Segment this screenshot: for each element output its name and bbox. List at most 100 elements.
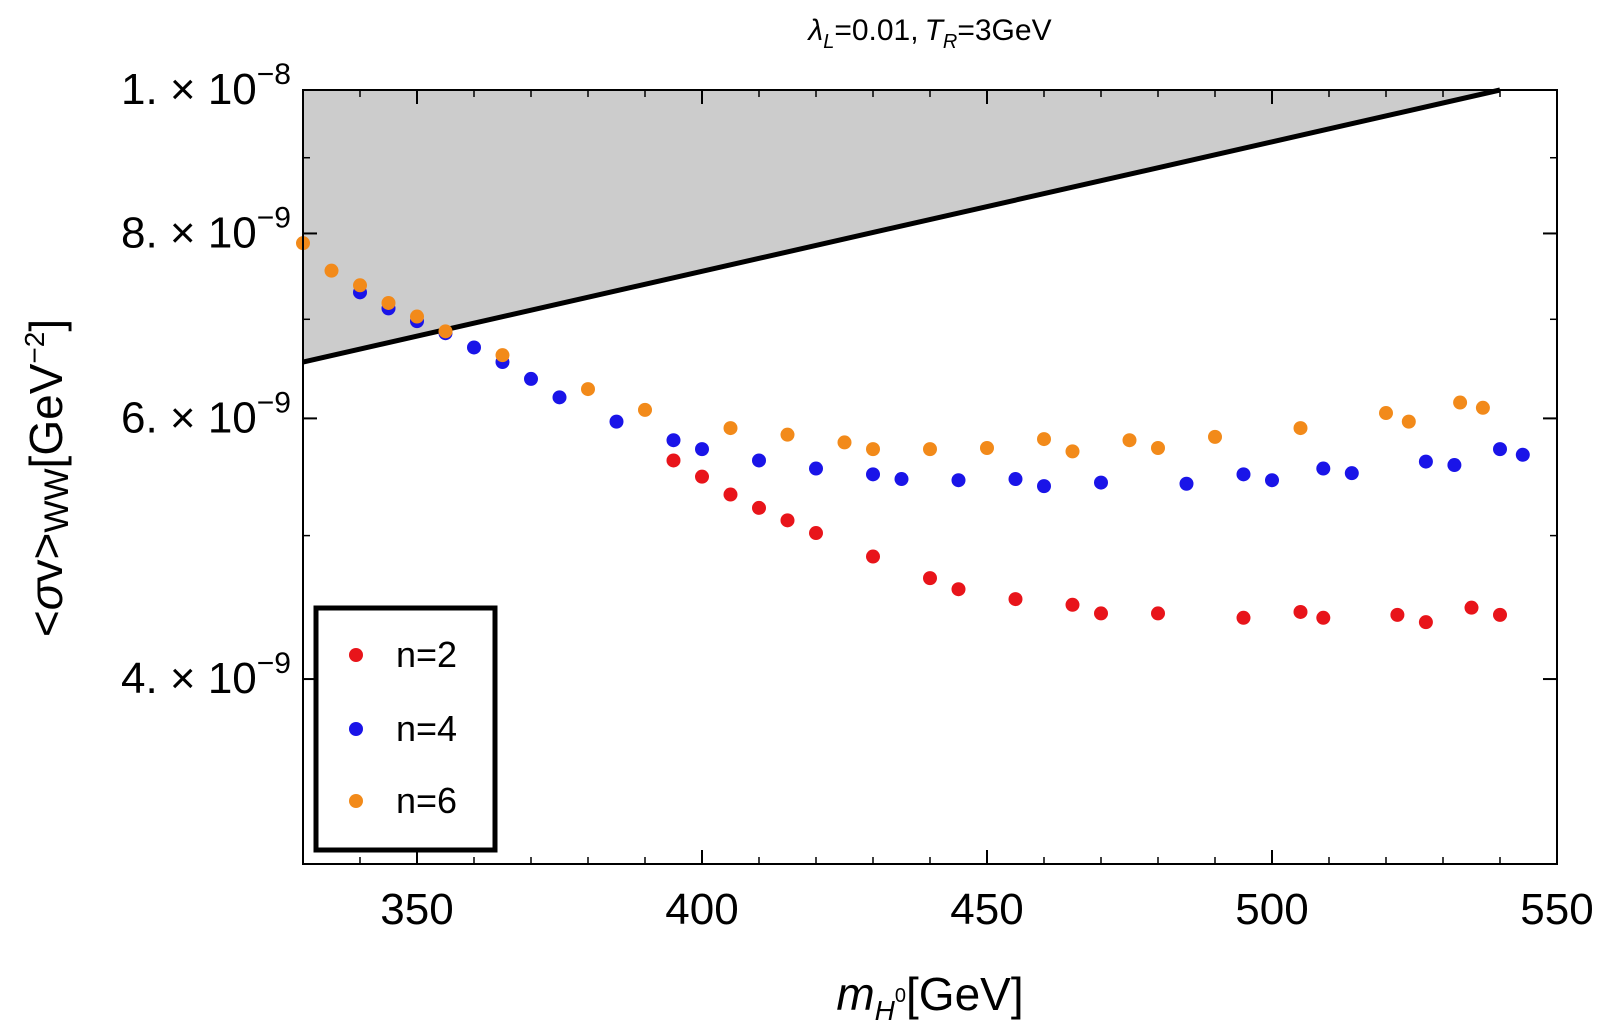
data-point (1236, 467, 1251, 482)
data-point (1094, 606, 1108, 621)
data-point (1379, 406, 1393, 421)
data-point (1401, 414, 1416, 429)
data-point (1418, 454, 1433, 469)
chart-title: λL=0.01, TR=3GeV (806, 14, 1051, 53)
legend-marker-n6 (349, 794, 363, 808)
series-n4 (353, 285, 1530, 494)
data-point (1316, 610, 1331, 625)
x-tick-label: 450 (950, 885, 1023, 934)
title-t: T (925, 14, 946, 47)
title-lambda-value: =0.01, (834, 14, 918, 47)
data-point (1453, 395, 1468, 410)
data-point (552, 390, 567, 405)
ylabel-v: v (20, 559, 72, 582)
x-axis-title: mH0[GeV] (836, 968, 1023, 1024)
data-point (809, 461, 823, 476)
title-lambda: λ (806, 14, 823, 47)
data-point (1316, 461, 1331, 476)
legend-marker-n4 (349, 722, 363, 736)
data-point (581, 382, 595, 397)
data-point (894, 472, 909, 487)
x-tick-label: 350 (380, 885, 453, 934)
data-point (1493, 442, 1507, 457)
data-point (1344, 466, 1359, 481)
data-point (467, 340, 481, 355)
data-point (837, 435, 852, 450)
ylabel-exponent: −2 (19, 332, 50, 364)
data-point (381, 295, 396, 310)
data-point (780, 513, 795, 528)
title-lambda-sub: L (823, 31, 834, 53)
data-point (980, 440, 994, 455)
legend-box (313, 605, 498, 853)
data-point (752, 500, 766, 515)
legend: n=2 n=4 n=6 (313, 605, 498, 853)
data-point (1236, 610, 1251, 625)
data-points (296, 236, 1530, 630)
data-point (1151, 606, 1165, 621)
ylabel-ww: WW (38, 468, 76, 532)
x-tick-label: 500 (1235, 885, 1308, 934)
y-tick-label: 6. × 10−9 (121, 386, 291, 442)
y-tick-label: 8. × 10−9 (121, 201, 291, 257)
y-tick-label: 1. × 10−8 (121, 58, 291, 114)
data-point (324, 263, 339, 278)
data-point (495, 348, 510, 363)
data-point (438, 324, 453, 339)
data-point (1447, 458, 1462, 473)
title-t-value: =3GeV (957, 14, 1051, 47)
data-point (923, 442, 937, 457)
x-tick-label: 550 (1520, 885, 1593, 934)
data-point (923, 571, 937, 586)
title-t-sub: R (943, 31, 957, 53)
ylabel-close: > (20, 533, 72, 560)
data-point (951, 473, 966, 488)
data-point (1008, 592, 1023, 607)
x-tick-label: 400 (665, 885, 738, 934)
data-point (695, 469, 709, 484)
data-point (1515, 447, 1530, 462)
data-point (866, 549, 880, 564)
data-point (695, 442, 709, 457)
data-point (866, 442, 880, 457)
data-point (1037, 432, 1051, 447)
data-point (752, 453, 766, 468)
data-point (1293, 421, 1308, 436)
data-point (1293, 604, 1308, 619)
data-point (1037, 479, 1051, 494)
ylabel-sigma: σ (20, 580, 72, 610)
data-point (666, 453, 681, 468)
data-point (1122, 433, 1137, 448)
data-point (638, 402, 652, 417)
legend-label-n4: n=4 (396, 708, 457, 749)
legend-label-n2: n=2 (396, 634, 457, 675)
y-ticks: 1. × 10−8 8. × 10−9 6. × 10−9 4. × 10−9 (121, 58, 1557, 865)
data-point (1094, 475, 1108, 490)
data-point (666, 433, 681, 448)
data-point (1065, 597, 1080, 612)
data-point (1008, 472, 1023, 487)
ylabel-open: < (20, 610, 72, 637)
data-point (951, 582, 966, 597)
data-point (866, 467, 880, 482)
xlabel-sub-h: H (875, 995, 896, 1024)
y-tick-label: 4. × 10−9 (121, 647, 291, 703)
data-point (723, 421, 738, 436)
data-point (1418, 615, 1433, 630)
data-point (1493, 607, 1507, 622)
data-point (1151, 440, 1165, 455)
data-point (723, 487, 738, 502)
data-point (609, 414, 624, 429)
ylabel-end: ] (20, 319, 72, 332)
data-point (1464, 600, 1479, 615)
ylabel-unit: [GeV (20, 363, 72, 468)
data-point (524, 371, 538, 386)
data-point (1390, 607, 1405, 622)
data-point (353, 278, 367, 293)
data-point (1065, 444, 1080, 459)
data-point (780, 427, 795, 442)
exclusion-boundary-line (302, 87, 1501, 365)
legend-marker-n2 (349, 648, 363, 662)
